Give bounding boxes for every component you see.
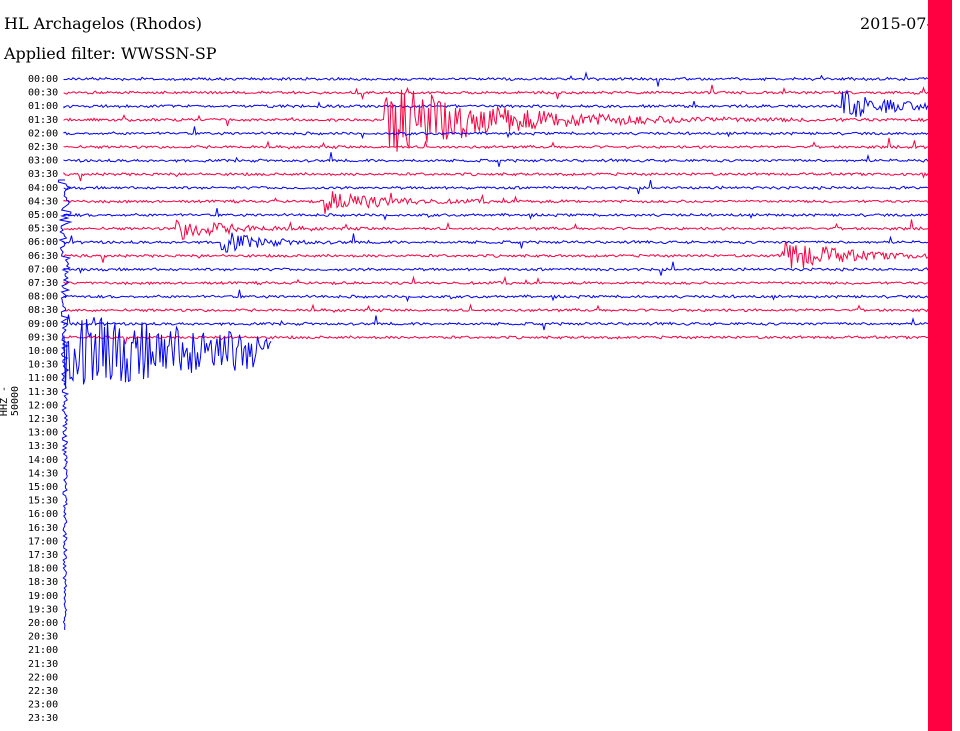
time-tick-label: 19:00 [28, 591, 58, 602]
trace-line [63, 207, 929, 221]
trace-line [63, 84, 929, 101]
time-tick-label: 19:30 [28, 604, 58, 615]
time-tick-label: 17:30 [28, 550, 58, 561]
time-tick-label: 04:00 [28, 183, 58, 194]
time-tick-label: 16:00 [28, 509, 58, 520]
trace-line [63, 89, 929, 152]
trace-line [63, 314, 929, 331]
time-tick-label: 02:00 [28, 128, 58, 139]
time-tick-label: 00:30 [28, 88, 58, 99]
trace-line [63, 275, 929, 286]
time-tick-label: 07:30 [28, 278, 58, 289]
time-tick-label: 13:00 [28, 428, 58, 439]
time-tick-label: 03:00 [28, 156, 58, 167]
trace-line [63, 180, 929, 195]
time-tick-label: 00:00 [28, 74, 58, 85]
time-tick-label: 22:00 [28, 672, 58, 683]
station-title: HL Archagelos (Rhodos) [4, 14, 202, 33]
filter-label: Applied filter: WWSSN-SP [4, 44, 217, 63]
time-tick-label: 05:00 [28, 210, 58, 221]
time-tick-label: 06:30 [28, 251, 58, 262]
time-tick-label: 20:00 [28, 618, 58, 629]
time-tick-label: 22:30 [28, 686, 58, 697]
time-tick-label: 04:30 [28, 196, 58, 207]
time-tick-labels: 00:00 00:30 01:00 01:30 02:00 02:30 03:00 03:30… [28, 74, 58, 724]
time-tick-label: 16:30 [28, 523, 58, 534]
trace-line [63, 232, 929, 253]
time-tick-label: 06:00 [28, 237, 58, 248]
time-tick-label: 03:30 [28, 169, 58, 180]
trace-line [63, 261, 929, 276]
time-tick-label: 08:00 [28, 292, 58, 303]
time-tick-label: 23:30 [28, 713, 58, 724]
time-tick-label: 10:30 [28, 360, 58, 371]
time-tick-label: 11:00 [28, 373, 58, 384]
time-tick-label: 20:30 [28, 632, 58, 643]
trace-line [63, 335, 929, 345]
trace-line [63, 191, 929, 214]
time-tick-label: 02:30 [28, 142, 58, 153]
time-tick-label: 14:30 [28, 468, 58, 479]
time-tick-label: 15:00 [28, 482, 58, 493]
trace-line [63, 137, 929, 150]
time-tick-label: 08:30 [28, 305, 58, 316]
time-tick-label: 09:30 [28, 332, 58, 343]
trace-line [63, 219, 929, 240]
time-tick-label: 23:00 [28, 700, 58, 711]
time-tick-label: 17:00 [28, 536, 58, 547]
time-tick-label: 12:00 [28, 400, 58, 411]
time-tick-label: 18:30 [28, 577, 58, 588]
time-tick-label: 01:00 [28, 101, 58, 112]
trace-line [63, 171, 929, 182]
time-tick-label: 11:30 [28, 387, 58, 398]
time-tick-label: 07:00 [28, 264, 58, 275]
trace-line [63, 289, 929, 303]
trace-line [63, 126, 929, 140]
trace-line [63, 89, 929, 117]
time-tick-label: 21:00 [28, 645, 58, 656]
time-tick-label: 09:00 [28, 319, 58, 330]
seismic-traces [57, 71, 929, 631]
earthquake-coda [57, 179, 73, 631]
time-tick-label: 01:30 [28, 115, 58, 126]
time-tick-label: 15:30 [28, 496, 58, 507]
trace-line [63, 71, 929, 87]
time-tick-label: 21:30 [28, 659, 58, 670]
time-tick-label: 18:00 [28, 564, 58, 575]
trace-line [63, 241, 929, 269]
saturated-strip [928, 0, 952, 731]
trace-line [63, 317, 272, 388]
time-tick-label: 13:30 [28, 441, 58, 452]
time-tick-label: 12:30 [28, 414, 58, 425]
time-tick-label: 14:00 [28, 455, 58, 466]
trace-line [63, 303, 929, 313]
trace-line [63, 152, 929, 167]
time-tick-label: 10:00 [28, 346, 58, 357]
time-tick-label: 05:30 [28, 224, 58, 235]
